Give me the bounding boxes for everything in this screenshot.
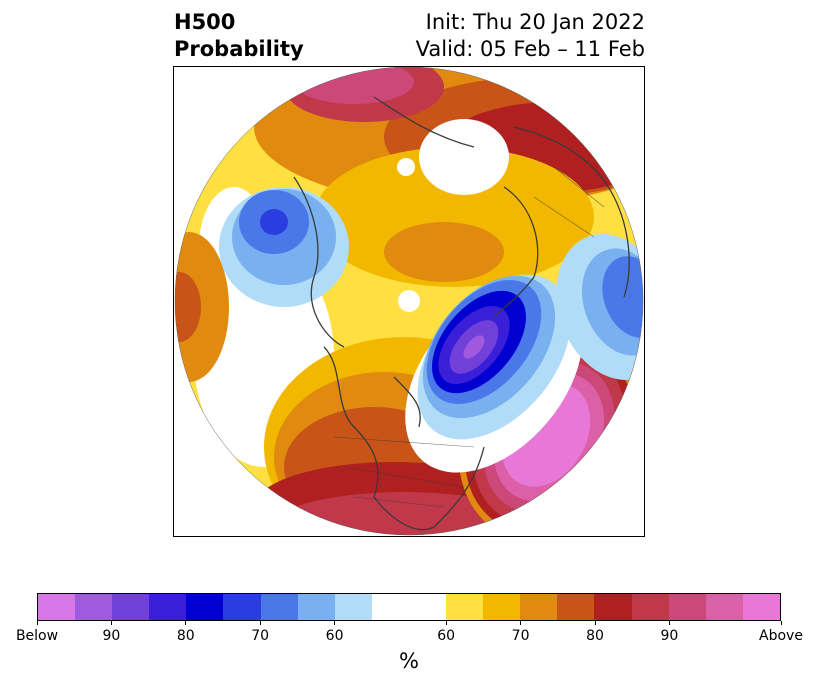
map-title: H500 Probability xyxy=(174,9,304,63)
colorbar-cell xyxy=(186,594,224,620)
title-line-1: H500 xyxy=(174,10,236,34)
colorbar-cell xyxy=(112,594,150,620)
colorbar-tick-label: Above xyxy=(759,628,803,644)
colorbar-tick-mark xyxy=(110,621,112,625)
colorbar-tick-label: 70 xyxy=(511,628,530,644)
colorbar-tick-label: 60 xyxy=(437,628,456,644)
map-disk-edge xyxy=(174,67,644,536)
colorbar-cell xyxy=(557,594,595,620)
colorbar-cell xyxy=(75,594,113,620)
colorbar-cell xyxy=(742,594,780,620)
political-borders xyxy=(333,166,605,508)
init-date: Init: Thu 20 Jan 2022 xyxy=(425,10,645,34)
colorbar-tick-label: 60 xyxy=(325,628,344,644)
date-info: Init: Thu 20 Jan 2022 Valid: 05 Feb – 11… xyxy=(416,9,645,63)
labrador-below-zone xyxy=(463,335,485,359)
colorbar-cell xyxy=(223,594,261,620)
colorbar-cell xyxy=(594,594,632,620)
colorbar-tick-mark xyxy=(520,621,522,625)
coastlines xyxy=(293,96,630,531)
europe-below-zone xyxy=(602,256,643,338)
border-line xyxy=(333,436,475,448)
border-line xyxy=(553,166,605,208)
coastline-hudson-bay xyxy=(393,376,421,428)
border-line xyxy=(343,466,465,488)
west-above-zone xyxy=(175,272,201,342)
colorbar-tick-mark xyxy=(334,621,336,625)
colorbar-tick-mark xyxy=(780,621,782,625)
coastline-greenland xyxy=(493,186,539,318)
coastline-north-america xyxy=(323,346,485,531)
colorbar-cell xyxy=(149,594,187,620)
colorbar-tick-label: 70 xyxy=(251,628,270,644)
neutral-zone xyxy=(419,119,509,195)
colorbar-tick-label: Below xyxy=(15,628,59,644)
polar-map xyxy=(174,67,644,536)
colorbar-tick-mark xyxy=(445,621,447,625)
colorbar-tick-mark xyxy=(259,621,261,625)
coastline-siberia xyxy=(373,96,475,148)
colorbar xyxy=(37,593,781,621)
central-above-zone xyxy=(384,222,504,282)
colorbar-tick-label: 80 xyxy=(176,628,195,644)
coastline-alaska xyxy=(293,176,345,348)
colorbar-tick-label: 80 xyxy=(586,628,604,644)
colorbar-tick-mark xyxy=(185,621,187,625)
colorbar-cell xyxy=(334,594,372,620)
map-panel xyxy=(173,66,645,537)
pole-marker xyxy=(398,290,420,312)
colorbar-tick-mark xyxy=(668,621,670,625)
colorbar-tick-label: 90 xyxy=(102,628,121,644)
colorbar-tick-mark xyxy=(594,621,596,625)
america-above-zone xyxy=(264,492,544,535)
colorbar-cell xyxy=(483,594,521,620)
pacific-below-zone xyxy=(260,209,288,235)
colorbar-cell xyxy=(260,594,298,620)
colorbar-cell xyxy=(631,594,669,620)
neutral-spot xyxy=(397,158,415,176)
colorbar-cell xyxy=(520,594,558,620)
colorbar-cell xyxy=(705,594,743,620)
colorbar-cell xyxy=(38,594,76,620)
colorbar-cell xyxy=(408,594,447,620)
colorbar-cell xyxy=(371,594,409,620)
title-line-2: Probability xyxy=(174,37,304,61)
border-line xyxy=(533,196,595,238)
colorbar-tick-mark xyxy=(36,621,38,625)
border-line xyxy=(353,496,445,508)
colorbar-tick-label: 90 xyxy=(660,628,679,644)
colorbar-cell xyxy=(446,594,484,620)
colorbar-unit: % xyxy=(399,649,419,673)
valid-range: Valid: 05 Feb – 11 Feb xyxy=(415,37,645,61)
colorbar-cell xyxy=(297,594,335,620)
colorbar-cell xyxy=(668,594,706,620)
coastline-eurasia xyxy=(513,126,630,298)
